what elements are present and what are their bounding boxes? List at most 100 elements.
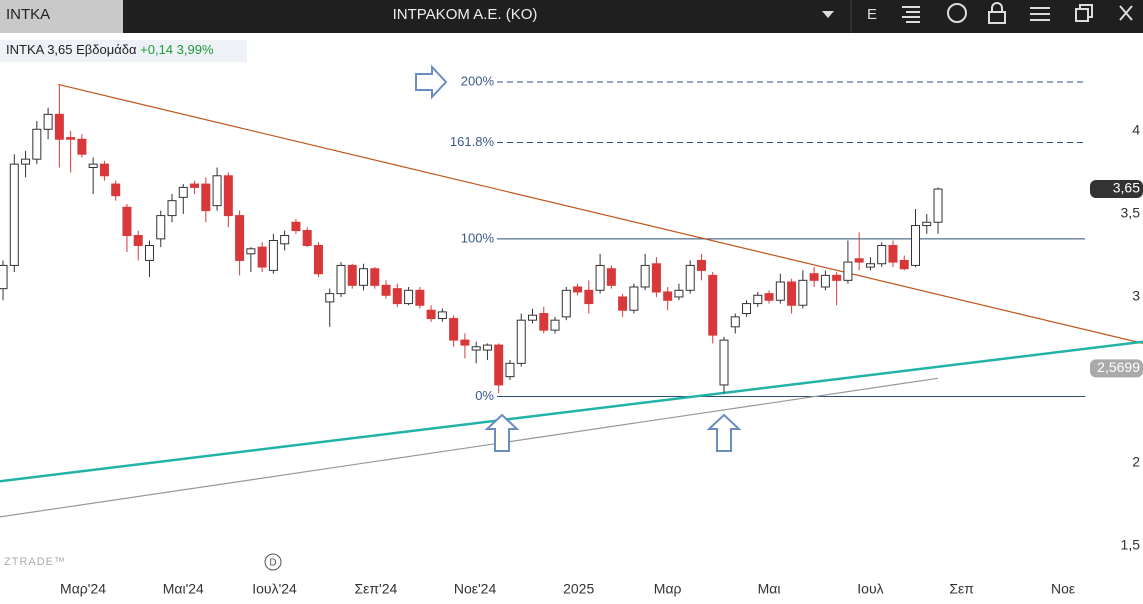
candle-body <box>212 175 222 207</box>
legend-change: +0,14 <box>140 42 173 57</box>
header-bar <box>0 0 1143 33</box>
candle-body <box>674 289 684 298</box>
candle-body <box>753 294 763 305</box>
fib-label: 200% <box>461 73 495 88</box>
y-tick-label: 3 <box>1132 288 1140 304</box>
price-badge <box>1090 359 1143 378</box>
legend-period: Εβδομάδα <box>76 42 137 57</box>
candle-body <box>527 314 537 321</box>
candle-body <box>843 261 853 281</box>
symbol-tab[interactable] <box>0 0 123 33</box>
candle-body <box>426 309 436 320</box>
symbol-tab-label[interactable]: INTKA <box>6 6 50 23</box>
x-tick-label: Νοε'24 <box>454 581 497 597</box>
candle-body <box>877 244 887 265</box>
arrow-right <box>415 64 448 100</box>
candle-body <box>696 259 706 271</box>
candle-body <box>223 175 233 217</box>
candle-body <box>482 344 492 351</box>
event-marker[interactable] <box>264 553 282 571</box>
legend-change-pct: 3,99% <box>177 42 214 57</box>
candle-body <box>719 339 729 386</box>
fib-label: 100% <box>461 230 495 245</box>
candle-body <box>66 137 76 140</box>
candle-body <box>54 113 64 140</box>
x-tick-label: Σεπ'24 <box>355 581 398 597</box>
arrow-up <box>484 413 520 452</box>
candle-body <box>167 200 177 217</box>
candle-body <box>606 268 616 286</box>
candle-body <box>865 263 875 268</box>
candle-body <box>618 296 628 311</box>
candle-body <box>43 113 53 130</box>
x-tick-label: Μαρ <box>654 581 682 597</box>
y-tick-label: 3,5 <box>1121 205 1141 221</box>
price-badge-label: 3,65 <box>1113 180 1140 196</box>
candle-body <box>584 289 594 305</box>
menu-button[interactable]: E <box>867 6 877 23</box>
x-tick-label: Μαρ'24 <box>60 581 106 597</box>
x-tick-label: 2025 <box>563 581 594 597</box>
candle-body <box>392 288 402 305</box>
candle-body <box>854 258 864 263</box>
dropdown-icon[interactable] <box>822 11 834 18</box>
trendline <box>58 83 1143 345</box>
trendline <box>0 340 1143 483</box>
candle-body <box>99 163 109 177</box>
candle-body <box>933 188 943 223</box>
candle-body <box>381 284 391 296</box>
candle-body <box>516 319 526 364</box>
candle-body <box>21 158 31 165</box>
x-tick-label: Μαι'24 <box>163 581 204 597</box>
candle-body <box>133 235 143 246</box>
arrow-up <box>706 413 742 452</box>
x-tick-label: Ιουλ <box>857 581 883 597</box>
y-tick-label: 1,5 <box>1121 537 1141 553</box>
candle-body <box>595 264 605 291</box>
candle-body <box>9 163 19 266</box>
candle-body <box>280 235 290 245</box>
y-tick-label: 4 <box>1132 122 1140 138</box>
candle-body <box>313 244 323 275</box>
candle-body <box>122 206 132 237</box>
candle-body <box>708 274 718 336</box>
candle-body <box>201 183 211 212</box>
candle-body <box>178 186 188 198</box>
candle-body <box>325 293 335 303</box>
candle-body <box>347 264 357 286</box>
x-tick-label: Νοε <box>1051 581 1075 597</box>
candle-body <box>651 263 661 293</box>
candle-body <box>32 128 42 160</box>
candle-body <box>663 291 673 301</box>
candle-body <box>798 279 808 306</box>
candle-body <box>922 221 932 227</box>
event-marker-label[interactable]: D <box>269 558 276 569</box>
candle-body <box>561 289 571 318</box>
fib-label: 0% <box>475 388 494 403</box>
candle-body <box>820 274 830 288</box>
x-tick-label: Μαι <box>758 581 781 597</box>
candle-body <box>494 344 504 386</box>
toolbar-icons[interactable] <box>902 2 1133 24</box>
legend-symbol: INTKA <box>6 42 45 57</box>
watermark: ZTRADE™ <box>4 556 66 568</box>
candle-body <box>88 163 98 168</box>
legend-last: 3,65 <box>47 42 72 57</box>
candle-body <box>415 289 425 306</box>
candle-body <box>291 221 301 232</box>
candle-body <box>302 230 312 246</box>
candle-body <box>832 274 842 281</box>
candle-body <box>460 339 470 346</box>
candle-body <box>764 293 774 301</box>
candle-body <box>775 281 785 301</box>
candle-body <box>404 289 414 305</box>
candle-body <box>888 244 898 263</box>
candle-body <box>190 183 200 188</box>
candle-body <box>359 268 369 286</box>
candle-body <box>235 215 245 261</box>
legend-text: INTKA 3,65 Εβδομάδα +0,14 3,99% <box>6 42 214 57</box>
candle-body <box>246 248 256 255</box>
price-badge <box>1090 180 1143 199</box>
plot: 4 3,5 3 2 1,5 Μαρ'24 Μαι'24 Ιουλ'24 Σεπ'24 Νοε'24… <box>0 73 1143 597</box>
candle-body <box>539 313 549 331</box>
